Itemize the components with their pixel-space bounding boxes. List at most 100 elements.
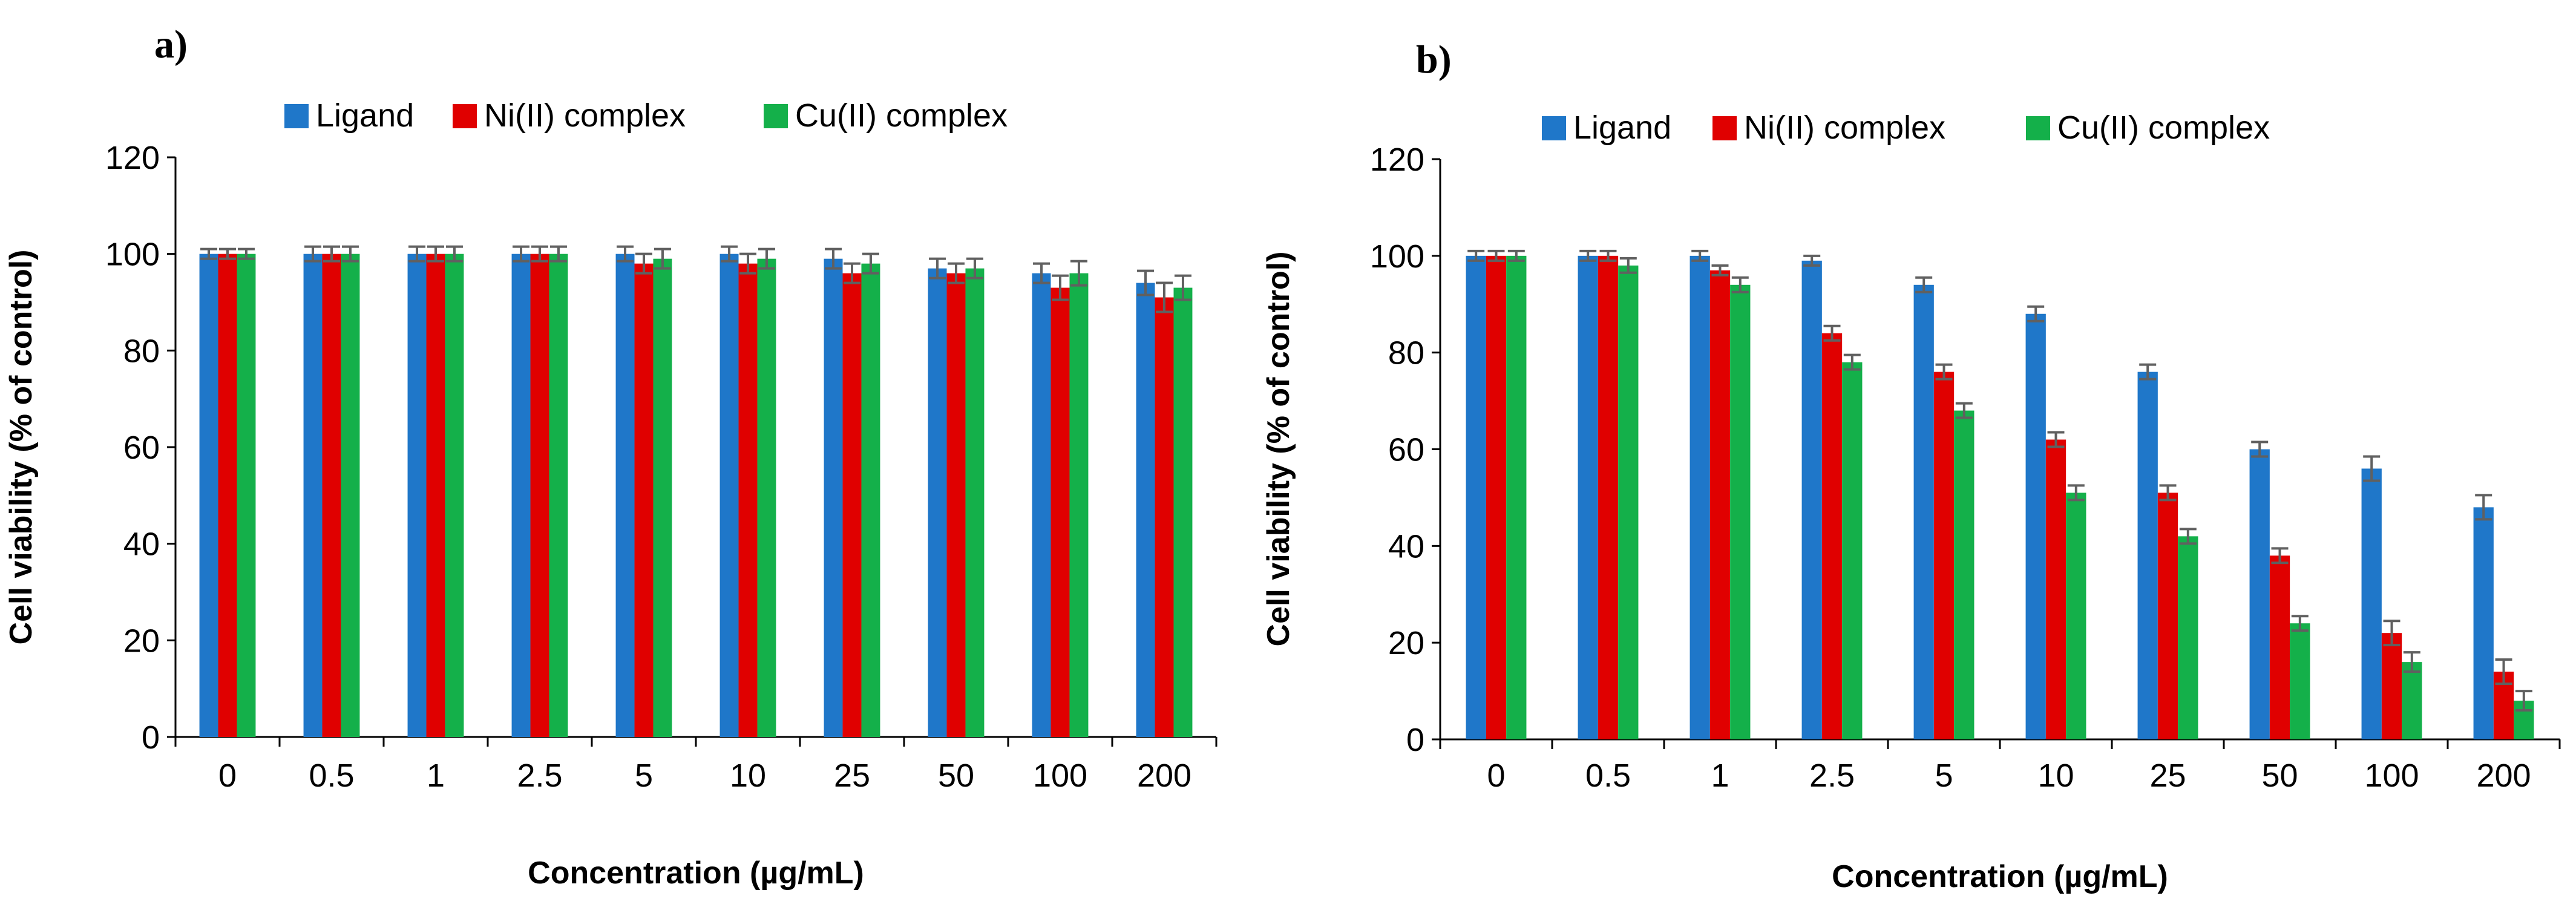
x-tick-label: 2.5 — [1809, 758, 1855, 794]
bar-ni-complex — [1598, 255, 1619, 739]
bar-ni-complex — [322, 254, 341, 738]
x-tick-label: 50 — [2261, 758, 2298, 794]
x-tick-label: 1 — [427, 758, 445, 794]
bar-ligand — [2249, 449, 2270, 739]
bar-cu-complex — [965, 268, 985, 737]
x-tick-label: 5 — [1935, 758, 1953, 794]
bar-cu-complex — [1506, 255, 1527, 739]
bar-ni-complex — [1821, 333, 1843, 739]
x-tick-label: 25 — [2149, 758, 2186, 794]
panel-label: b) — [1416, 38, 1452, 82]
bar-cu-complex — [2066, 493, 2086, 739]
bar-ligand — [199, 254, 218, 738]
y-axis-title: Cell viability (% of control) — [1261, 252, 1296, 647]
bar-cu-complex — [237, 254, 256, 738]
y-tick-label: 100 — [1370, 238, 1424, 275]
x-tick-label: 200 — [1137, 758, 1191, 794]
bar-ligand — [719, 254, 739, 738]
y-tick-label: 40 — [123, 526, 160, 563]
legend-swatch-ligand — [284, 104, 309, 128]
bar-ni-complex — [2269, 555, 2290, 739]
bar-ni-complex — [530, 254, 549, 738]
x-tick-label: 1 — [1711, 758, 1729, 794]
x-axis-title: Concentration (µg/mL) — [1832, 859, 2168, 894]
bar-ni-complex — [2381, 633, 2402, 739]
y-tick-label: 120 — [1370, 142, 1424, 178]
bar-ni-complex — [218, 254, 237, 738]
y-tick-label: 100 — [105, 237, 160, 273]
bar-ligand — [1136, 283, 1155, 738]
bar-ligand — [407, 254, 427, 738]
bar-cu-complex — [1069, 273, 1089, 738]
bar-ni-complex — [634, 263, 654, 738]
x-tick-label: 10 — [2037, 758, 2074, 794]
bar-ni-complex — [1933, 372, 1955, 739]
y-tick-label: 0 — [1406, 722, 1424, 758]
y-tick-label: 60 — [1388, 432, 1424, 468]
bar-cu-complex — [1173, 287, 1193, 737]
legend-swatch-ni-complex — [1712, 116, 1737, 140]
bar-ni-complex — [946, 273, 966, 738]
legend-swatch-cu-complex — [764, 104, 788, 128]
x-axis-title: Concentration (µg/mL) — [528, 856, 864, 891]
bar-cu-complex — [549, 254, 568, 738]
x-tick-label: 0.5 — [1585, 758, 1631, 794]
panel-label: a) — [154, 22, 188, 67]
bar-cu-complex — [1842, 362, 1863, 739]
bar-ni-complex — [2157, 493, 2178, 739]
bar-ni-complex — [1155, 297, 1174, 737]
bar-cu-complex — [1954, 410, 1975, 739]
bar-ligand — [1801, 260, 1822, 739]
legend-swatch-ni-complex — [453, 104, 477, 128]
y-tick-label: 40 — [1388, 528, 1424, 565]
legend-swatch-ligand — [1542, 116, 1566, 140]
x-tick-label: 200 — [2476, 758, 2531, 794]
x-tick-label: 0 — [1487, 758, 1505, 794]
y-tick-label: 80 — [123, 333, 160, 369]
x-tick-label: 10 — [730, 758, 766, 794]
bar-ligand — [2137, 372, 2158, 739]
bar-cu-complex — [2178, 536, 2198, 739]
bar-cu-complex — [341, 254, 360, 738]
x-tick-label: 0 — [218, 758, 237, 794]
x-tick-label: 25 — [834, 758, 870, 794]
y-tick-label: 20 — [123, 623, 160, 659]
bar-ligand — [1689, 255, 1710, 739]
x-tick-label: 0.5 — [309, 758, 354, 794]
y-tick-label: 60 — [123, 430, 160, 466]
y-tick-label: 20 — [1388, 625, 1424, 661]
bar-ni-complex — [1486, 255, 1507, 739]
legend-swatch-cu-complex — [2026, 116, 2050, 140]
legend-label-cu-complex: Cu(II) complex — [795, 97, 1008, 134]
bar-cu-complex — [1618, 265, 1639, 740]
bar-ligand — [824, 258, 843, 737]
y-tick-label: 80 — [1388, 335, 1424, 372]
bar-ligand — [1466, 255, 1486, 739]
legend-label-ligand: Ligand — [1573, 110, 1671, 146]
bar-ligand — [1032, 273, 1051, 738]
panel-a-chart: a) Ligand Ni(II) complex Cu(II) complex 0 20 4… — [4, 22, 1218, 891]
bar-ni-complex — [1050, 287, 1070, 737]
bar-ni-complex — [1709, 270, 1731, 739]
x-tick-label: 100 — [2364, 758, 2419, 794]
bar-ligand — [1913, 284, 1934, 739]
bar-cu-complex — [757, 258, 776, 737]
y-axis-title: Cell viability (% of control) — [4, 250, 39, 645]
x-tick-label: 50 — [938, 758, 974, 794]
bar-cu-complex — [2290, 623, 2310, 739]
x-tick-label: 2.5 — [517, 758, 562, 794]
bar-cu-complex — [1730, 284, 1751, 739]
bar-ligand — [511, 254, 531, 738]
bar-ligand — [928, 268, 947, 737]
bar-ligand — [2473, 507, 2494, 739]
bar-cu-complex — [653, 258, 672, 737]
bar-ni-complex — [2045, 439, 2066, 739]
bar-cu-complex — [2402, 662, 2422, 739]
bar-ligand — [2361, 468, 2382, 739]
bar-cu-complex — [445, 254, 464, 738]
legend-label-ni-complex: Ni(II) complex — [484, 97, 686, 134]
bar-ligand — [2025, 313, 2046, 739]
legend-label-ligand: Ligand — [316, 97, 414, 134]
bar-ni-complex — [426, 254, 445, 738]
legend-label-cu-complex: Cu(II) complex — [2057, 110, 2270, 146]
